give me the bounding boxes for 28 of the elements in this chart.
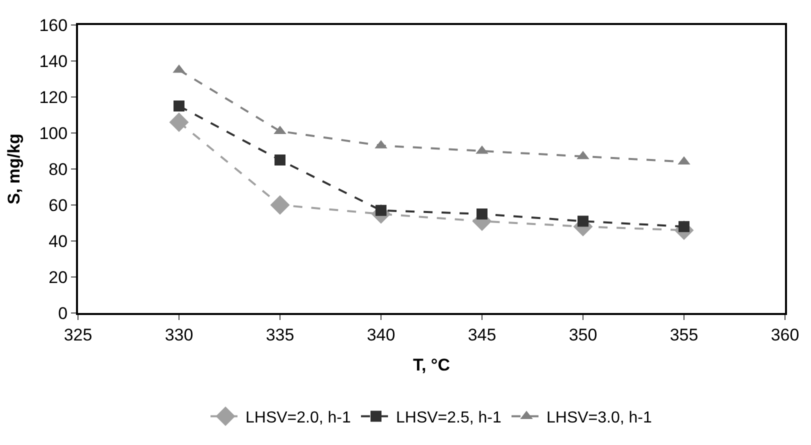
x-tick-label: 355	[670, 325, 698, 344]
y-tick-label: 140	[39, 52, 68, 71]
y-tick-label: 0	[58, 304, 68, 323]
point	[174, 100, 184, 112]
x-tick-label: 340	[366, 325, 396, 344]
x-tick-label: 325	[64, 325, 92, 344]
x-axis-title: T, °C	[412, 355, 450, 374]
y-tick-label: 40	[48, 232, 68, 251]
y-tick-label: 160	[39, 16, 68, 35]
legend-label: LHSV=2.5, h-1	[396, 410, 502, 427]
point	[274, 154, 286, 166]
legend-label: LHSV=3.0, h-1	[546, 410, 652, 427]
y-tick-label: 20	[48, 268, 68, 287]
y-tick-label: 60	[48, 196, 68, 215]
y-tick-label: 100	[39, 124, 68, 143]
y-tick-label: 80	[48, 160, 68, 179]
x-tick-label: 350	[568, 325, 598, 344]
y-axis-title: S, mg/kg	[4, 134, 24, 204]
point	[169, 112, 189, 132]
point	[578, 216, 588, 227]
x-tick-label: 330	[164, 325, 194, 344]
x-tick-label: 335	[266, 325, 294, 344]
point	[476, 208, 488, 220]
y-tick-label: 120	[39, 88, 68, 107]
legend-label: LHSV=2.0, h-1	[246, 410, 351, 427]
x-tick-label: 345	[468, 325, 496, 344]
x-tick-label: 360	[770, 325, 800, 344]
point	[270, 195, 290, 215]
